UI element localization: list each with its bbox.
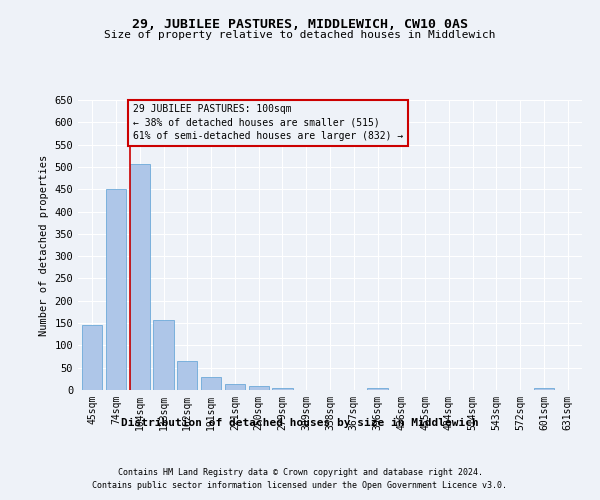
Bar bbox=[154, 320, 173, 390]
Bar bbox=[82, 326, 103, 390]
Text: 29, JUBILEE PASTURES, MIDDLEWICH, CW10 0AS: 29, JUBILEE PASTURES, MIDDLEWICH, CW10 0… bbox=[132, 18, 468, 30]
Bar bbox=[177, 361, 197, 390]
Text: Distribution of detached houses by size in Middlewich: Distribution of detached houses by size … bbox=[121, 418, 479, 428]
Text: Size of property relative to detached houses in Middlewich: Size of property relative to detached ho… bbox=[104, 30, 496, 40]
Y-axis label: Number of detached properties: Number of detached properties bbox=[39, 154, 49, 336]
Text: Contains public sector information licensed under the Open Government Licence v3: Contains public sector information licen… bbox=[92, 480, 508, 490]
Bar bbox=[272, 388, 293, 390]
Bar bbox=[130, 164, 150, 390]
Bar bbox=[106, 189, 126, 390]
Text: 29 JUBILEE PASTURES: 100sqm
← 38% of detached houses are smaller (515)
61% of se: 29 JUBILEE PASTURES: 100sqm ← 38% of det… bbox=[133, 104, 404, 141]
Bar bbox=[201, 376, 221, 390]
Bar bbox=[367, 388, 388, 390]
Bar bbox=[248, 386, 269, 390]
Bar bbox=[225, 384, 245, 390]
Bar bbox=[534, 388, 554, 390]
Text: Contains HM Land Registry data © Crown copyright and database right 2024.: Contains HM Land Registry data © Crown c… bbox=[118, 468, 482, 477]
